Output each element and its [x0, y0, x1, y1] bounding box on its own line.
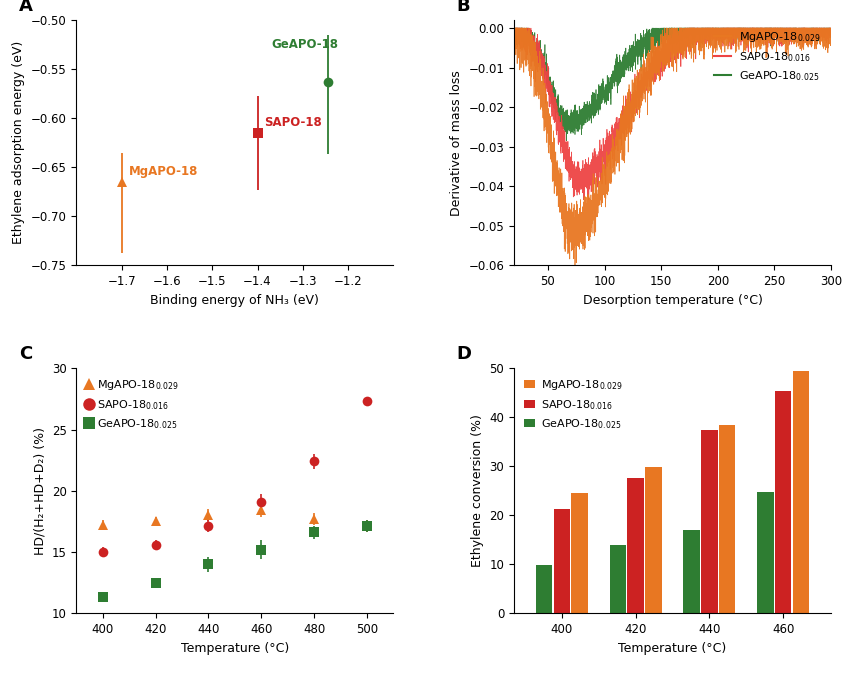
Legend: MgAPO-18$_{0.029}$, SAPO-18$_{0.016}$, GeAPO-18$_{0.025}$: MgAPO-18$_{0.029}$, SAPO-18$_{0.016}$, G…: [82, 374, 183, 435]
Y-axis label: Ethylene adsorption energy (eV): Ethylene adsorption energy (eV): [12, 41, 25, 245]
X-axis label: Desorption temperature (°C): Desorption temperature (°C): [583, 294, 762, 307]
Text: C: C: [20, 345, 32, 363]
Bar: [645, 467, 661, 613]
Bar: [554, 510, 570, 613]
Legend: MgAPO-18$_{0.029}$, SAPO-18$_{0.016}$, GeAPO-18$_{0.025}$: MgAPO-18$_{0.029}$, SAPO-18$_{0.016}$, G…: [710, 26, 825, 88]
Bar: [757, 492, 773, 613]
Bar: [775, 392, 791, 613]
Bar: [610, 545, 626, 613]
Y-axis label: HD/(H₂+HD+D₂) (%): HD/(H₂+HD+D₂) (%): [33, 427, 46, 555]
X-axis label: Temperature (°C): Temperature (°C): [181, 642, 289, 654]
Text: SAPO-18: SAPO-18: [265, 116, 322, 129]
Text: GeAPO-18: GeAPO-18: [271, 38, 338, 51]
Bar: [719, 425, 735, 613]
Y-axis label: Derivative of mass loss: Derivative of mass loss: [449, 70, 463, 216]
Bar: [793, 371, 809, 613]
Bar: [683, 530, 700, 613]
Legend: MgAPO-18$_{0.029}$, SAPO-18$_{0.016}$, GeAPO-18$_{0.025}$: MgAPO-18$_{0.029}$, SAPO-18$_{0.016}$, G…: [520, 374, 627, 435]
Text: MgAPO-18: MgAPO-18: [128, 165, 198, 178]
Bar: [701, 429, 717, 613]
Bar: [572, 493, 588, 613]
Bar: [628, 478, 644, 613]
Text: A: A: [20, 0, 33, 16]
X-axis label: Temperature (°C): Temperature (°C): [618, 642, 727, 654]
Text: D: D: [457, 345, 471, 363]
Bar: [536, 565, 552, 613]
Y-axis label: Ethylene conversion (%): Ethylene conversion (%): [471, 415, 483, 568]
X-axis label: Binding energy of NH₃ (eV): Binding energy of NH₃ (eV): [150, 294, 320, 307]
Text: B: B: [457, 0, 471, 16]
